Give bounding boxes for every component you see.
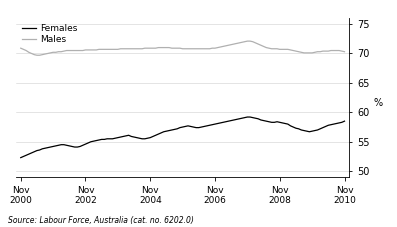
Y-axis label: %: % bbox=[373, 98, 382, 108]
Legend: Females, Males: Females, Males bbox=[20, 23, 79, 46]
Text: Source: Labour Force, Australia (cat. no. 6202.0): Source: Labour Force, Australia (cat. no… bbox=[8, 216, 194, 225]
